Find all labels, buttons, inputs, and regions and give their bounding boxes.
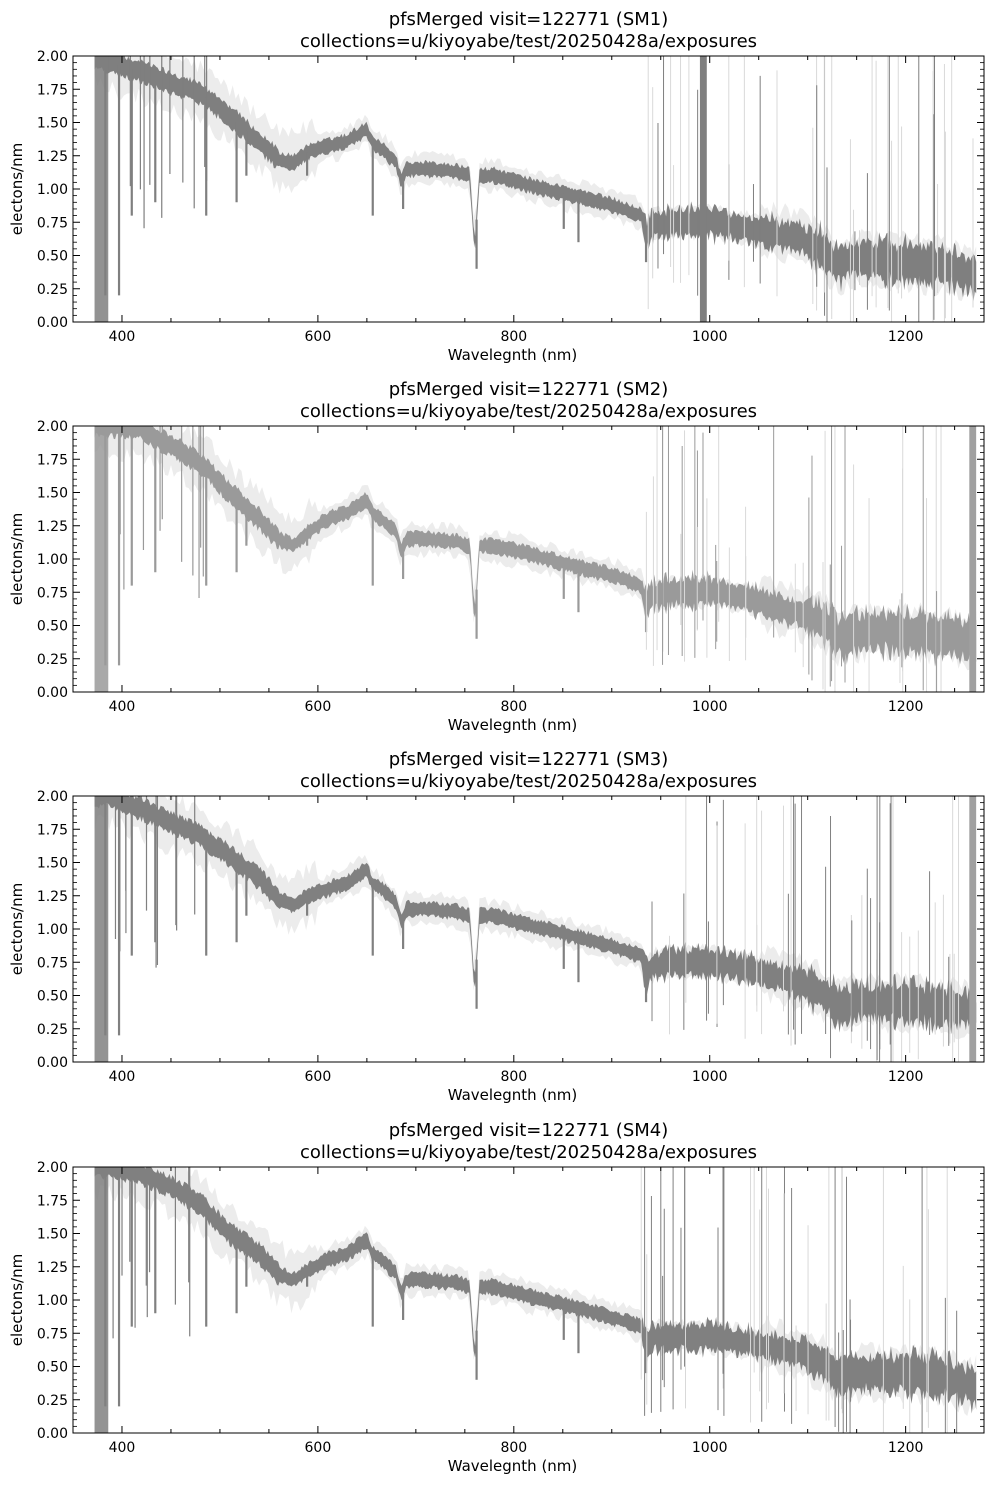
y-tick-label: 1.75 [37, 822, 68, 838]
y-tick-label: 1.00 [37, 1293, 68, 1309]
y-tick-label: 1.50 [37, 486, 68, 502]
x-tick-label: 600 [305, 1069, 332, 1085]
y-tick-label: 2.00 [37, 49, 68, 65]
chart-title: pfsMerged visit=122771 (SM2) [389, 379, 669, 400]
x-tick-label: 600 [305, 1440, 332, 1456]
y-tick-label: 0.25 [37, 1022, 68, 1038]
y-tick-label: 0.75 [37, 585, 68, 601]
y-tick-label: 1.00 [37, 552, 68, 568]
x-tick-label: 1000 [692, 329, 728, 345]
y-tick-label: 1.25 [37, 1260, 68, 1276]
chart-title: pfsMerged visit=122771 (SM3) [389, 749, 669, 770]
y-tick-label: 1.25 [37, 149, 68, 165]
x-axis-label: Wavelegnth (nm) [448, 1457, 578, 1475]
chart-subtitle: collections=u/kiyoyabe/test/20250428a/ex… [300, 1142, 757, 1163]
blue-edge-noise [94, 426, 109, 692]
plot-area [94, 426, 977, 692]
chart-panel-4: pfsMerged visit=122771 (SM4)collections=… [8, 1120, 985, 1475]
red-edge-noise [969, 426, 977, 692]
y-tick-label: 1.25 [37, 889, 68, 905]
y-tick-label: 1.75 [37, 1193, 68, 1209]
x-tick-label: 800 [500, 1069, 527, 1085]
spectrum-band [94, 796, 977, 1035]
x-axis-label: Wavelegnth (nm) [448, 346, 578, 364]
y-axis-label: electons/nm [8, 513, 26, 605]
chart-panel-3: pfsMerged visit=122771 (SM3)collections=… [8, 749, 985, 1104]
y-tick-label: 1.50 [37, 116, 68, 132]
y-tick-label: 0.25 [37, 1393, 68, 1409]
red-edge-noise [969, 796, 977, 1062]
chart-subtitle: collections=u/kiyoyabe/test/20250428a/ex… [300, 31, 757, 52]
y-tick-label: 2.00 [37, 419, 68, 435]
x-axis-label: Wavelegnth (nm) [448, 1086, 578, 1104]
chart-subtitle: collections=u/kiyoyabe/test/20250428a/ex… [300, 771, 757, 792]
y-tick-label: 1.25 [37, 519, 68, 535]
y-tick-label: 1.50 [37, 1227, 68, 1243]
spectrum-band [94, 1167, 977, 1414]
chart-panel-1: pfsMerged visit=122771 (SM1)collections=… [8, 9, 985, 364]
y-tick-label: 0.00 [37, 685, 68, 701]
y-axis-label: electons/nm [8, 883, 26, 975]
x-tick-label: 1200 [888, 329, 924, 345]
y-tick-label: 1.75 [37, 452, 68, 468]
x-tick-label: 1200 [888, 1069, 924, 1085]
y-tick-label: 0.00 [37, 1426, 68, 1442]
x-tick-label: 600 [305, 329, 332, 345]
y-tick-label: 0.00 [37, 315, 68, 331]
y-tick-label: 2.00 [37, 1160, 68, 1176]
plot-area [94, 796, 977, 1062]
x-tick-label: 1200 [888, 1440, 924, 1456]
y-tick-label: 0.75 [37, 215, 68, 231]
x-tick-label: 800 [500, 329, 527, 345]
detector-gap-noise [699, 56, 707, 322]
chart-title: pfsMerged visit=122771 (SM4) [389, 1120, 669, 1141]
x-tick-label: 400 [109, 329, 136, 345]
blue-edge-noise [94, 796, 109, 1062]
x-axis-label: Wavelegnth (nm) [448, 716, 578, 734]
y-tick-label: 1.50 [37, 856, 68, 872]
y-tick-label: 0.50 [37, 619, 68, 635]
x-tick-label: 800 [500, 699, 527, 715]
chart-title: pfsMerged visit=122771 (SM1) [389, 9, 669, 30]
blue-edge-noise [94, 1167, 109, 1433]
chart-panel-2: pfsMerged visit=122771 (SM2)collections=… [8, 379, 985, 734]
y-tick-label: 0.25 [37, 652, 68, 668]
x-tick-label: 400 [109, 1440, 136, 1456]
y-tick-label: 0.75 [37, 1326, 68, 1342]
x-tick-label: 400 [109, 699, 136, 715]
y-tick-label: 1.00 [37, 182, 68, 198]
x-tick-label: 600 [305, 699, 332, 715]
plot-area [94, 56, 977, 322]
y-tick-label: 2.00 [37, 789, 68, 805]
y-axis-label: electons/nm [8, 1254, 26, 1346]
plot-area [94, 1167, 977, 1433]
y-tick-label: 1.00 [37, 922, 68, 938]
x-tick-label: 1000 [692, 1069, 728, 1085]
spectrum-band [94, 426, 977, 667]
blue-edge-noise [94, 56, 109, 322]
spectrum-band [94, 56, 977, 304]
x-tick-label: 1000 [692, 699, 728, 715]
chart-subtitle: collections=u/kiyoyabe/test/20250428a/ex… [300, 401, 757, 422]
y-tick-label: 0.25 [37, 282, 68, 298]
y-tick-label: 0.50 [37, 989, 68, 1005]
x-tick-label: 1200 [888, 699, 924, 715]
y-axis-label: electons/nm [8, 143, 26, 235]
y-tick-label: 0.00 [37, 1055, 68, 1071]
x-tick-label: 1000 [692, 1440, 728, 1456]
y-tick-label: 0.75 [37, 955, 68, 971]
y-tick-label: 1.75 [37, 82, 68, 98]
y-tick-label: 0.50 [37, 1360, 68, 1376]
x-tick-label: 800 [500, 1440, 527, 1456]
x-tick-label: 400 [109, 1069, 136, 1085]
y-tick-label: 0.50 [37, 249, 68, 265]
